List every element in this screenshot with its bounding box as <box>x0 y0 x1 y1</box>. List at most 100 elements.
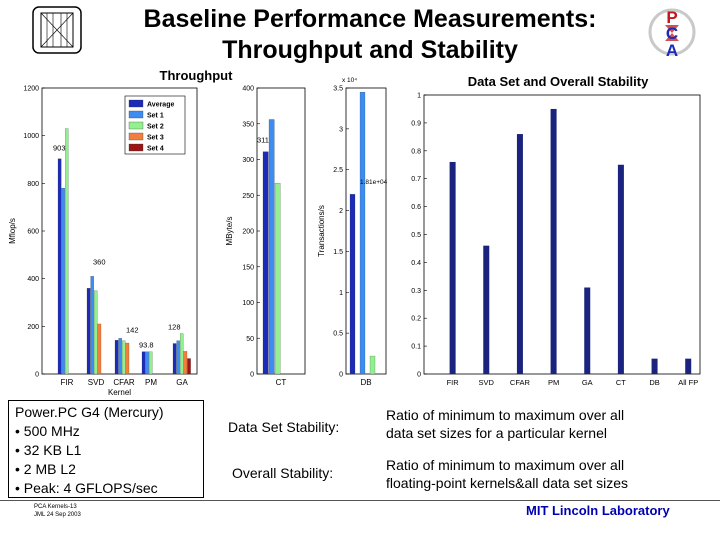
bar-set-1 <box>268 119 275 375</box>
data-set-stability-desc: Ratio of minimum to maximum over all dat… <box>386 406 624 442</box>
stability-bar <box>584 287 591 374</box>
footer-divider <box>0 500 720 501</box>
y-tick-label: 300 <box>242 157 254 164</box>
bar-average <box>349 194 356 375</box>
x-tick-label: CFAR <box>510 378 531 387</box>
y-tick-label: 0 <box>339 372 343 379</box>
logo-letter-c: C <box>666 24 678 43</box>
bar-set-2 <box>149 351 153 375</box>
stability-bar <box>651 358 658 374</box>
bar-average <box>141 351 146 375</box>
bar-average <box>114 340 119 375</box>
legend-label: Set 3 <box>147 135 164 142</box>
axis-multiplier: x 10⁴ <box>342 77 357 84</box>
data-label: 360 <box>93 257 106 266</box>
bar-set-3 <box>125 342 130 375</box>
x-tick-label: CT <box>276 378 287 387</box>
y-tick-label: 0.5 <box>333 331 343 338</box>
y-tick-label: 1 <box>339 290 343 297</box>
overall-stability-term: Overall Stability: <box>232 465 334 481</box>
logo-letter-p: P <box>666 8 677 27</box>
bar-set-2 <box>65 128 69 375</box>
y-axis-label: Transactions/s <box>317 205 326 257</box>
bar-set-1 <box>176 340 180 375</box>
x-tick-label: DB <box>360 378 371 387</box>
y-tick-label: 0.2 <box>411 316 421 323</box>
y-tick-label: 1200 <box>23 86 39 93</box>
bar-set-1 <box>90 276 94 375</box>
stability-bar <box>483 245 490 374</box>
x-tick-label: SVD <box>88 378 105 387</box>
y-tick-label: 0.6 <box>411 204 421 211</box>
chart-title: Data Set and Overall Stability <box>468 74 649 89</box>
data-label: 903 <box>53 144 66 153</box>
legend-swatch <box>128 110 144 119</box>
spec-item: • 2 MB L2 <box>15 461 76 477</box>
bar-average <box>172 343 177 375</box>
y-axis-label: MByte/s <box>225 217 234 246</box>
mit-ll-logo-icon <box>32 6 82 54</box>
desc-line: Ratio of minimum to maximum over all <box>386 407 625 423</box>
pca-logo-icon: P C A <box>648 8 696 60</box>
y-tick-label: 0.5 <box>411 232 421 239</box>
desc-line: data set sizes for a particular kernel <box>386 425 607 441</box>
stability-bar <box>550 108 557 374</box>
legend-swatch <box>128 132 144 141</box>
y-tick-label: 3.5 <box>333 86 343 93</box>
desc-line: Ratio of minimum to maximum over all <box>386 457 625 473</box>
y-tick-label: 0.4 <box>411 260 421 267</box>
legend-swatch <box>128 121 144 130</box>
spec-item: • 32 KB L1 <box>15 442 82 458</box>
x-tick-label: PM <box>145 378 157 387</box>
bar-set-2 <box>274 182 281 375</box>
x-tick-label: FIR <box>61 378 74 387</box>
y-tick-label: 400 <box>27 276 39 283</box>
y-tick-label: 350 <box>242 121 254 128</box>
stability-bar <box>449 161 456 374</box>
x-tick-label: FIR <box>447 378 460 387</box>
y-tick-label: 1 <box>417 93 421 100</box>
y-tick-label: 2 <box>339 208 343 215</box>
data-set-stability-term: Data Set Stability: <box>228 419 340 435</box>
x-tick-label: GA <box>582 378 593 387</box>
legend-label: Set 1 <box>147 113 164 120</box>
y-axis-label: Mflop/s <box>8 218 17 244</box>
x-tick-label: All FP <box>678 378 698 387</box>
chart-title: Throughput <box>160 68 234 83</box>
bar-set-2 <box>180 333 184 375</box>
processor-spec-box: Power.PC G4 (Mercury) • 500 MHz • 32 KB … <box>8 400 204 498</box>
spec-item: • 500 MHz <box>15 423 80 439</box>
y-tick-label: 800 <box>27 181 39 188</box>
x-axis-label: Kernel <box>108 388 131 397</box>
legend-label: Set 2 <box>147 124 164 131</box>
y-tick-label: 600 <box>27 229 39 236</box>
legend-swatch <box>128 99 144 108</box>
legend-label: Set 4 <box>147 146 164 153</box>
bar-set-1 <box>118 338 122 375</box>
y-tick-label: 0.1 <box>411 344 421 351</box>
charts-area: 020040060080010001200ThroughputMflop/sKe… <box>8 68 701 397</box>
y-tick-label: 3 <box>339 126 343 133</box>
spec-item: • Peak: 4 GFLOPS/sec <box>15 480 158 496</box>
data-label: 1.81e+04 <box>360 179 388 186</box>
bar-average <box>86 288 91 375</box>
bar-set-2 <box>369 355 376 375</box>
title-line-2: Throughput and Stability <box>222 36 518 64</box>
y-tick-label: 0.9 <box>411 120 421 127</box>
data-label: 93.8 <box>139 341 154 350</box>
y-tick-label: 0.8 <box>411 148 421 155</box>
stability-bar <box>617 164 624 374</box>
bar-set-1 <box>359 91 366 375</box>
y-tick-label: 1000 <box>23 133 39 140</box>
y-tick-label: 0 <box>417 372 421 379</box>
y-tick-label: 1.5 <box>333 249 343 256</box>
y-tick-label: 250 <box>242 193 254 200</box>
data-label: 128 <box>168 322 181 331</box>
footnote-line: JML 24 Sep 2003 <box>34 512 81 518</box>
bar-set-2 <box>122 340 126 375</box>
logo-letter-a: A <box>666 41 678 60</box>
plot-frame <box>345 87 387 375</box>
x-tick-label: SVD <box>479 378 495 387</box>
title-line-1: Baseline Performance Measurements: <box>143 5 597 33</box>
y-tick-label: 150 <box>242 264 254 271</box>
